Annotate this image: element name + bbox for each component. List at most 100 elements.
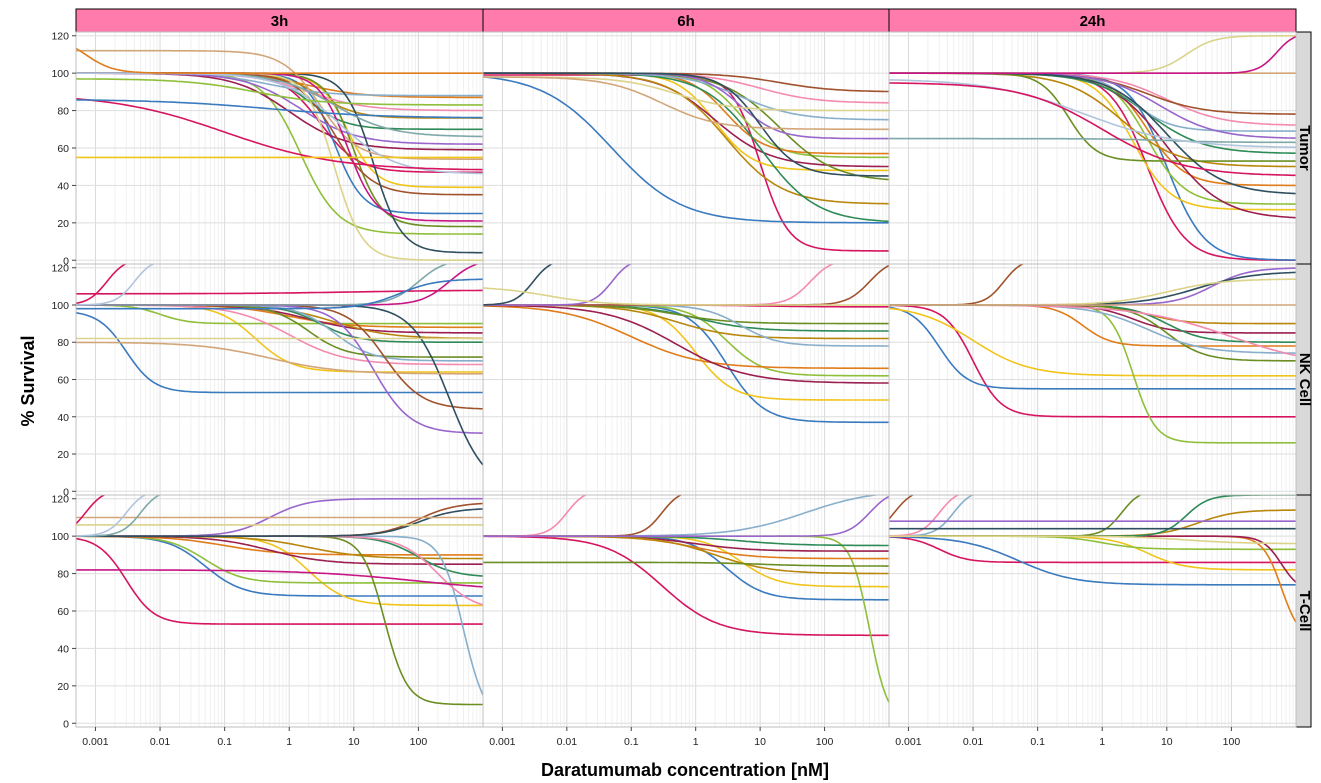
x-tick-label: 0.001 (895, 736, 921, 748)
dose-response-curve (483, 287, 889, 306)
panel-3h-nk-cell (75, 263, 484, 496)
y-tick-label: 80 (57, 106, 69, 118)
dose-response-curve (483, 264, 633, 306)
dose-response-curve (889, 79, 1296, 149)
panel-border (888, 494, 1297, 728)
x-tick-label: 0.001 (82, 736, 108, 748)
y-tick-label: 0 (63, 718, 69, 730)
x-tick-label: 100 (1223, 736, 1241, 748)
dose-response-curve (889, 536, 1296, 564)
dose-response-curve (76, 495, 161, 537)
dose-response-curve (889, 304, 1296, 418)
dose-response-curve (889, 495, 974, 537)
x-tick-label: 10 (754, 736, 766, 748)
dose-response-curve (76, 508, 483, 538)
y-tick-label: 60 (57, 375, 69, 387)
dose-response-curve (483, 305, 889, 370)
dose-response-curve (76, 289, 483, 295)
y-tick-label: 20 (57, 449, 69, 461)
x-axis-title: Daratumumab concentration [nM] (541, 760, 829, 780)
facet-panels (75, 31, 1297, 728)
facet-strips: 3h 6h 24h Tumor NK Cell T-Cell (75, 8, 1313, 728)
y-tick-label: 120 (51, 263, 69, 275)
panel-6h-tumor (482, 31, 890, 265)
x-tick-label: 10 (1161, 736, 1173, 748)
y-tick-label: 60 (57, 606, 69, 618)
x-tick-label: 1 (1099, 736, 1105, 748)
y-axes: 0204060801001200204060801001200204060801… (51, 31, 76, 730)
col-strip-label: 6h (677, 13, 695, 30)
dose-response-curve (483, 535, 889, 637)
y-tick-label: 60 (57, 143, 69, 155)
dose-response-curve (483, 495, 588, 538)
panel-3h-tumor (75, 31, 484, 265)
x-tick-label: 10 (348, 736, 360, 748)
x-tick-label: 1 (693, 736, 699, 748)
y-tick-label: 0 (63, 255, 69, 267)
y-tick-label: 100 (51, 531, 69, 543)
y-tick-label: 40 (57, 643, 69, 655)
y-tick-label: 80 (57, 337, 69, 349)
y-tick-label: 100 (51, 300, 69, 312)
dose-response-curve (76, 278, 483, 310)
panel-24h-t-cell (888, 494, 1297, 728)
dose-response-curve (483, 304, 889, 384)
y-tick-label: 120 (51, 494, 69, 506)
row-strip-label: NK Cell (1296, 353, 1313, 406)
y-tick-label: 120 (51, 31, 69, 43)
row-strip-label: T-Cell (1296, 591, 1313, 632)
panel-24h-nk-cell (888, 263, 1297, 496)
panel-6h-t-cell (482, 494, 890, 728)
col-strip-label: 24h (1080, 13, 1106, 30)
y-tick-label: 80 (57, 569, 69, 581)
x-tick-label: 0.01 (963, 736, 984, 748)
dose-response-curve (76, 47, 483, 74)
dose-response-curve (76, 264, 155, 306)
x-tick-label: 0.01 (557, 736, 578, 748)
dose-response-curve (889, 535, 1296, 545)
dose-response-curve (76, 98, 483, 171)
x-tick-label: 100 (410, 736, 428, 748)
dose-response-curve (76, 99, 483, 119)
dose-response-curve (76, 49, 483, 160)
dose-response-curve (76, 341, 483, 375)
dose-response-curve (483, 495, 889, 538)
x-tick-label: 100 (816, 736, 834, 748)
x-tick-label: 0.1 (624, 736, 639, 748)
dose-response-curve (76, 264, 449, 306)
y-tick-label: 40 (57, 412, 69, 424)
dose-response-curve (889, 306, 1296, 390)
dose-response-curve (483, 264, 554, 306)
y-tick-label: 0 (63, 486, 69, 498)
dose-response-curve (76, 495, 147, 537)
dose-response-curve (889, 137, 1296, 144)
dose-response-curve (483, 561, 889, 567)
x-tick-label: 0.1 (1030, 736, 1045, 748)
x-tick-label: 1 (286, 736, 292, 748)
dose-response-curve (483, 76, 889, 131)
dose-response-curve (76, 537, 483, 625)
x-axes: 0.001 0.01 0.1 1 10 100 0.001 0.01 0.1 1 10 100 0.00… (82, 727, 1240, 748)
x-tick-label: 0.1 (217, 736, 232, 748)
panel-3h-t-cell (75, 494, 484, 728)
dose-response-curve (889, 82, 1296, 177)
row-strip-label: Tumor (1296, 125, 1313, 171)
y-axis-title: % Survival (18, 335, 38, 426)
dose-response-curve (889, 495, 960, 537)
dose-response-curve (483, 72, 889, 177)
x-tick-label: 0.001 (489, 736, 515, 748)
y-tick-label: 100 (51, 68, 69, 80)
panel-24h-tumor (888, 31, 1297, 265)
panel-6h-nk-cell (482, 263, 890, 496)
col-strip-label: 3h (271, 13, 289, 30)
dose-response-curve (76, 78, 483, 106)
dose-response-curve (76, 569, 483, 588)
dose-response-curve (889, 535, 1296, 586)
dose-response-curve (889, 307, 1296, 377)
dose-response-curve (483, 76, 889, 224)
y-tick-label: 20 (57, 681, 69, 693)
y-tick-label: 20 (57, 218, 69, 230)
dose-response-curve (889, 35, 1296, 74)
x-tick-label: 0.01 (150, 736, 171, 748)
